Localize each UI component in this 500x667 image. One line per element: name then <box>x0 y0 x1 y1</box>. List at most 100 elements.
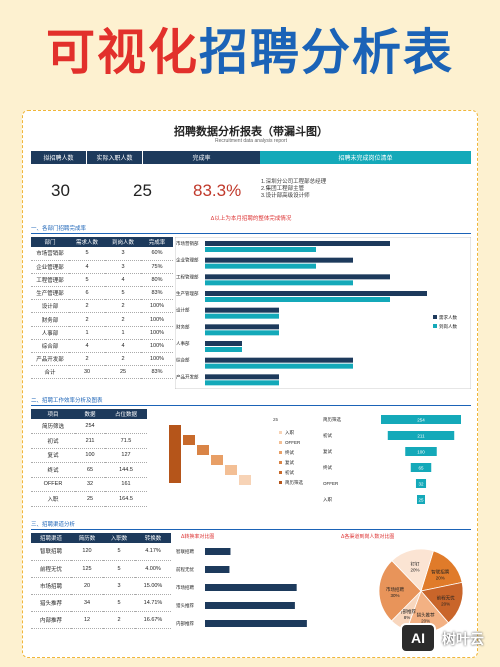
category-label: 生产管理部 <box>176 290 199 297</box>
bar-demand <box>205 357 353 363</box>
table-cell: 14.71% <box>135 594 171 612</box>
pie-slice-pct: 20% <box>410 568 419 573</box>
table-cell: 100% <box>141 299 173 314</box>
funnel-chart: 简历筛选 254 初试 211 复试 100 终试 65 OFFER 32 入职 25 <box>323 415 461 504</box>
funnel-bar <box>381 415 461 424</box>
table-cell: 12 <box>71 611 103 629</box>
table-cell: 2 <box>69 299 105 314</box>
waterfall-bar <box>239 475 251 485</box>
table-cell: 4 <box>105 273 141 288</box>
bar-arrived <box>205 363 353 369</box>
table-cell: 164.5 <box>105 491 147 507</box>
conversion-category-label: 智联招聘 <box>176 548 194 555</box>
table-row: 入职 25 164.5 <box>31 491 147 507</box>
bar-arrived <box>205 380 279 386</box>
table-cell: 简历筛选 <box>31 419 75 434</box>
conversion-category-label: 前程无忧 <box>176 566 194 573</box>
table-row: 工程管理部 5 4 80% <box>31 273 173 288</box>
pie-slice-pct: 20% <box>441 601 450 606</box>
logo-text: 树叶云 <box>442 631 484 647</box>
table-cell <box>105 419 147 434</box>
category-label: 综合部 <box>176 357 190 364</box>
report-sheet: 招聘数据分析报表（带漏斗图） Recruitment data analysis… <box>22 110 478 658</box>
waterfall-bar <box>211 455 223 465</box>
conversion-bar <box>205 602 295 609</box>
funnel-bar <box>415 479 427 488</box>
table-row: 简历筛选 254 <box>31 419 147 434</box>
table-cell: 100% <box>141 352 173 367</box>
table-cell: 60% <box>141 247 173 261</box>
table-cell: 4 <box>69 260 105 274</box>
kpi-rate-value: 83.3% <box>193 181 242 200</box>
funnel-category-label: 初试 <box>323 432 332 439</box>
bar-demand <box>205 274 390 280</box>
bar-demand <box>205 341 242 346</box>
legend-swatch <box>279 481 282 484</box>
table-cell: 16.67% <box>135 611 171 629</box>
table-cell: 2 <box>69 352 105 367</box>
hero-title-part2: 招聘分析表 <box>199 24 455 81</box>
table-cell: 100% <box>141 339 173 354</box>
table-header-cell: 入职数 <box>103 533 135 543</box>
table-cell: 2 <box>105 312 141 327</box>
table-header-cell: 到岗人数 <box>105 237 141 247</box>
section2-divider <box>31 405 471 406</box>
table-header-cell: 简历数 <box>71 533 103 543</box>
waterfall-bar <box>183 435 195 445</box>
table-cell: 5 <box>105 286 141 301</box>
table-row: 财务部 2 2 100% <box>31 312 173 327</box>
table-cell: 2 <box>105 299 141 314</box>
pie-slice <box>420 581 464 624</box>
pie-slice-pct: 20% <box>436 575 445 580</box>
table-cell: 生产管理部 <box>31 286 69 301</box>
table-cell: 161 <box>105 477 147 492</box>
funnel-bar <box>405 447 437 456</box>
table-row: 设计部 2 2 100% <box>31 299 173 314</box>
table-cell: 前程无忧 <box>31 560 71 578</box>
table-cell: 4 <box>69 339 105 354</box>
funnel-category-label: 终试 <box>323 464 332 471</box>
table-cell: 25 <box>105 365 141 380</box>
waterfall-bar <box>169 425 181 483</box>
table-cell: 4 <box>105 339 141 354</box>
pie-slice <box>391 548 434 592</box>
category-label: 财务部 <box>176 323 190 330</box>
pie-slice <box>378 560 422 622</box>
waterfall-bar <box>225 465 237 475</box>
kpi-header-actual: 实际入职人数 <box>86 151 142 164</box>
pie-slice <box>420 550 463 592</box>
table-cell: 1 <box>69 326 105 340</box>
funnel-value-label: 211 <box>417 434 425 439</box>
category-label: 企业管理部 <box>176 257 199 264</box>
funnel-category-label: OFFER <box>323 481 339 486</box>
table-cell: 复试 <box>31 448 75 463</box>
table-header-cell: 需求人数 <box>69 237 105 247</box>
table-cell: 100 <box>75 448 105 463</box>
legend-label: 复试 <box>285 459 294 466</box>
table-cell: 市场营销部 <box>31 247 69 261</box>
funnel-category-label: 复试 <box>323 448 332 455</box>
legend-swatch <box>433 315 437 319</box>
kpi-header-rate: 完成率 <box>142 151 260 164</box>
pie-slice-label: 前程无忧 <box>437 594 455 601</box>
report-subtitle: Recruitment data analysis report <box>215 138 287 144</box>
table-cell: 25 <box>75 491 105 507</box>
waterfall-bar <box>197 445 209 455</box>
table-cell: 32 <box>75 477 105 492</box>
category-label: 市场营销部 <box>176 240 199 247</box>
table-cell: 智联招聘 <box>31 543 71 561</box>
legend-label: 简历筛选 <box>285 479 303 486</box>
table-cell: 财务部 <box>31 312 69 327</box>
table-header-cell: 项目 <box>31 409 75 419</box>
table-cell: 综合部 <box>31 339 69 354</box>
summary-note: Δ以上为本月招聘的整体完成情况 <box>210 216 292 222</box>
table-cell: 4.17% <box>135 543 171 561</box>
pie-slice-label: 猎头推荐 <box>417 612 435 619</box>
bar-demand <box>205 291 427 296</box>
table-cell: 5 <box>103 560 135 578</box>
table-row: 产品开发部 2 2 100% <box>31 352 173 367</box>
table-cell: 83% <box>141 286 173 301</box>
